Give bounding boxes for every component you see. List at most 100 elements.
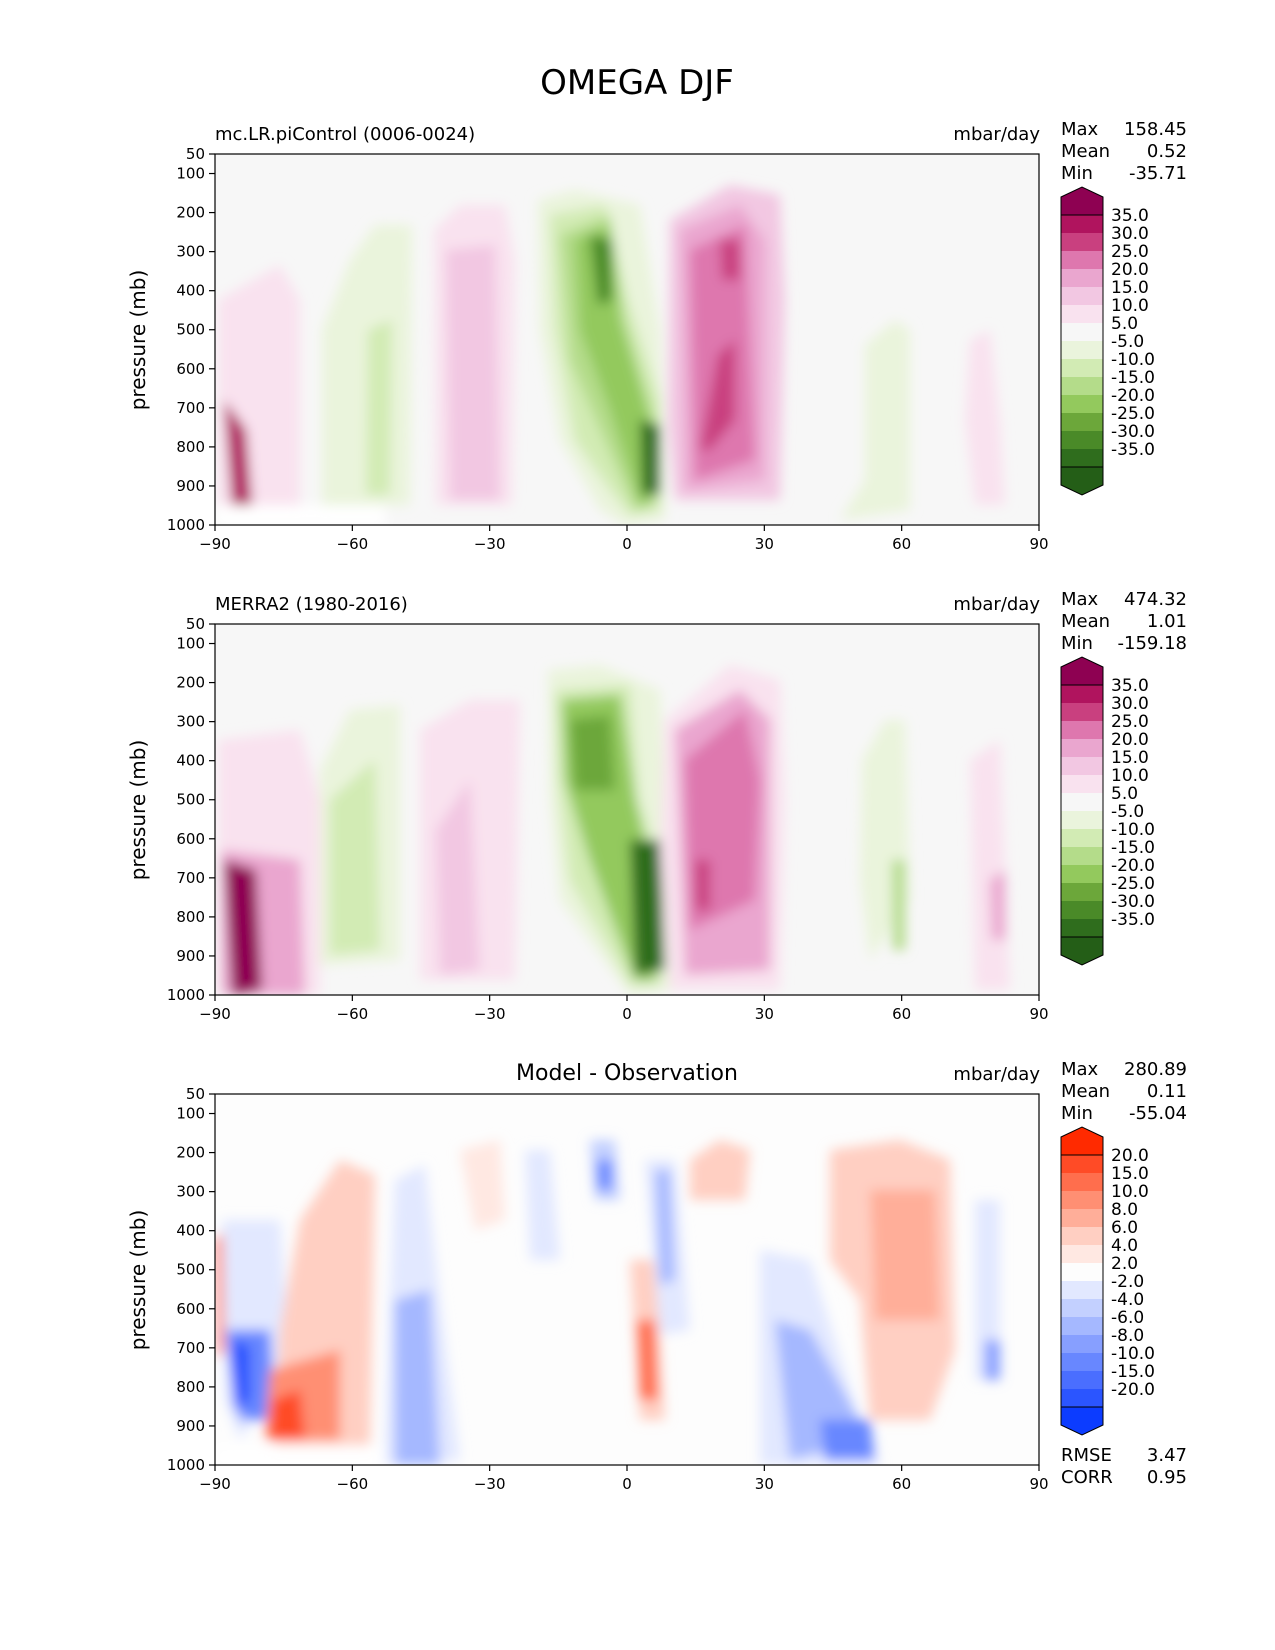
colorbar-segment [1061,1371,1103,1389]
colorbar-extend-max [1060,186,1104,216]
x-tick-label: 30 [755,1475,774,1493]
stat-corr-label: CORR [1061,1467,1113,1488]
colorbar-level-label: 10.0 [1111,296,1149,316]
y-tick-label: 500 [176,321,205,339]
colorbar-level-label: 2.0 [1111,1254,1138,1274]
colorbar-level-label: -10.0 [1111,350,1155,370]
y-tick-label: 300 [176,243,205,261]
colorbar-segment [1061,431,1103,449]
colorbar-level-label: -4.0 [1111,1290,1144,1310]
colorbar-level-label: 35.0 [1111,676,1149,696]
colorbar-level-label: 10.0 [1111,1182,1149,1202]
colorbar-segment [1061,413,1103,431]
panel-2-plot-area: −90 −60 −30 0 30 60 90 50 100 200 300 400 500 600 700… [126,615,1049,1023]
colorbar-segment [1061,775,1103,793]
colorbar-level-label: 10.0 [1111,766,1149,786]
colorbar-level-label: 15.0 [1111,278,1149,298]
colorbar-level-label: 25.0 [1111,242,1149,262]
stat-rmse-label: RMSE [1061,1445,1112,1466]
panel-1-ylabel: pressure (mb) [126,270,150,411]
y-tick-label: 400 [176,282,205,300]
colorbar-level-label: 8.0 [1111,1200,1138,1220]
colorbar-level-label: 15.0 [1111,1164,1149,1184]
panel-2-units: mbar/day [953,594,1040,615]
figure-title: OMEGA DJF [540,63,734,103]
colorbar-segment [1061,703,1103,721]
colorbar-segment [1061,449,1103,467]
y-tick-label: 50 [186,615,205,633]
colorbar-segment [1061,829,1103,847]
colorbar-segment [1061,739,1103,757]
contour-south-polar-max [224,860,262,995]
colorbar-segment [1061,1263,1103,1281]
y-tick-label: 100 [176,165,205,183]
contour-south-blue-2 [395,1290,440,1465]
colorbar-extend-min [1060,936,1104,966]
y-tick-label: 50 [186,145,205,163]
contour-itcz-red-2 [637,1320,658,1400]
contour-north-red-2 [870,1190,940,1320]
y-tick-label: 600 [176,830,205,848]
contour-south-green-inner [330,760,380,955]
stat-mean-value: 1.01 [1147,611,1187,632]
colorbar-extend-max [1060,1126,1104,1156]
colorbar-level-label: 25.0 [1111,712,1149,732]
colorbar-extend-min [1060,466,1104,496]
colorbar-segment [1061,793,1103,811]
stat-min-label: Min [1061,633,1093,654]
panel-1: mc.LR.piControl (0006-0024) mbar/day Max… [126,119,1187,553]
stat-min-value: -159.18 [1118,633,1187,654]
panel-2-x-axis: −90 −60 −30 0 30 60 90 [199,995,1049,1023]
panel-1-subtitle: mc.LR.piControl (0006-0024) [215,124,475,145]
panel-3: Model - Observation mbar/day Max 280.89 … [126,1059,1187,1493]
colorbar-segment [1061,215,1103,233]
contour-itcz-green-6 [640,420,660,495]
panel-2-y-axis: 50 100 200 300 400 500 600 700 800 900 1000 [167,615,215,1004]
panel-3-y-axis: 50 100 200 300 400 500 600 700 800 900 1000 [167,1085,215,1474]
x-tick-label: 0 [622,1005,632,1023]
contour-south-pink-inner [446,245,500,500]
panel-2-ylabel: pressure (mb) [126,740,150,881]
x-tick-label: 90 [1029,1005,1048,1023]
stat-mean-label: Mean [1061,1081,1110,1102]
colorbar-level-label: -30.0 [1111,422,1155,442]
x-tick-label: 30 [755,535,774,553]
x-tick-label: −90 [199,1005,231,1023]
contour-north-pink-inner [990,870,1005,940]
x-tick-label: 60 [892,1005,911,1023]
colorbar-segment [1061,1173,1103,1191]
y-tick-label: 900 [176,1417,205,1435]
panel-1-colorbar: 35.030.025.020.015.010.05.0-5.0-10.0-15.… [1060,186,1155,496]
colorbar-level-label: 30.0 [1111,694,1149,714]
colorbar-segment [1061,883,1103,901]
panel-2-stats: Max 474.32 Mean 1.01 Min -159.18 [1061,589,1187,654]
panel-1-y-axis: 50 100 200 300 400 500 600 700 800 900 1000 [167,145,215,534]
panel-3-plot-area: −90 −60 −30 0 30 60 90 50 100 200 300 400 500 600 700… [126,1085,1049,1493]
contour-ne-pink-5 [720,240,740,280]
stat-mean-label: Mean [1061,611,1110,632]
colorbar-segment [1061,1299,1103,1317]
x-tick-label: 60 [892,1475,911,1493]
y-tick-label: 200 [176,204,205,222]
stat-mean-label: Mean [1061,141,1110,162]
colorbar-segment [1061,721,1103,739]
colorbar-level-label: -25.0 [1111,404,1155,424]
x-tick-label: −30 [474,1475,506,1493]
x-tick-label: −90 [199,535,231,553]
y-tick-label: 700 [176,869,205,887]
contour-south-polar-max [224,400,252,505]
colorbar-segment [1061,377,1103,395]
panel-1-x-axis: −90 −60 −30 0 30 60 90 [199,525,1049,553]
colorbar-level-label: -10.0 [1111,820,1155,840]
panel-2: MERRA2 (1980-2016) mbar/day Max 474.32 M… [126,589,1187,1023]
panel-1-units: mbar/day [953,124,1040,145]
colorbar-extend-max [1060,656,1104,686]
colorbar-frame [1060,1154,1104,1408]
x-tick-label: 90 [1029,1475,1048,1493]
colorbar-segment [1061,305,1103,323]
x-tick-label: −30 [474,535,506,553]
colorbar-segment [1061,359,1103,377]
contour-itcz-green-5 [590,235,612,305]
contour-south-green-inner [366,320,392,495]
